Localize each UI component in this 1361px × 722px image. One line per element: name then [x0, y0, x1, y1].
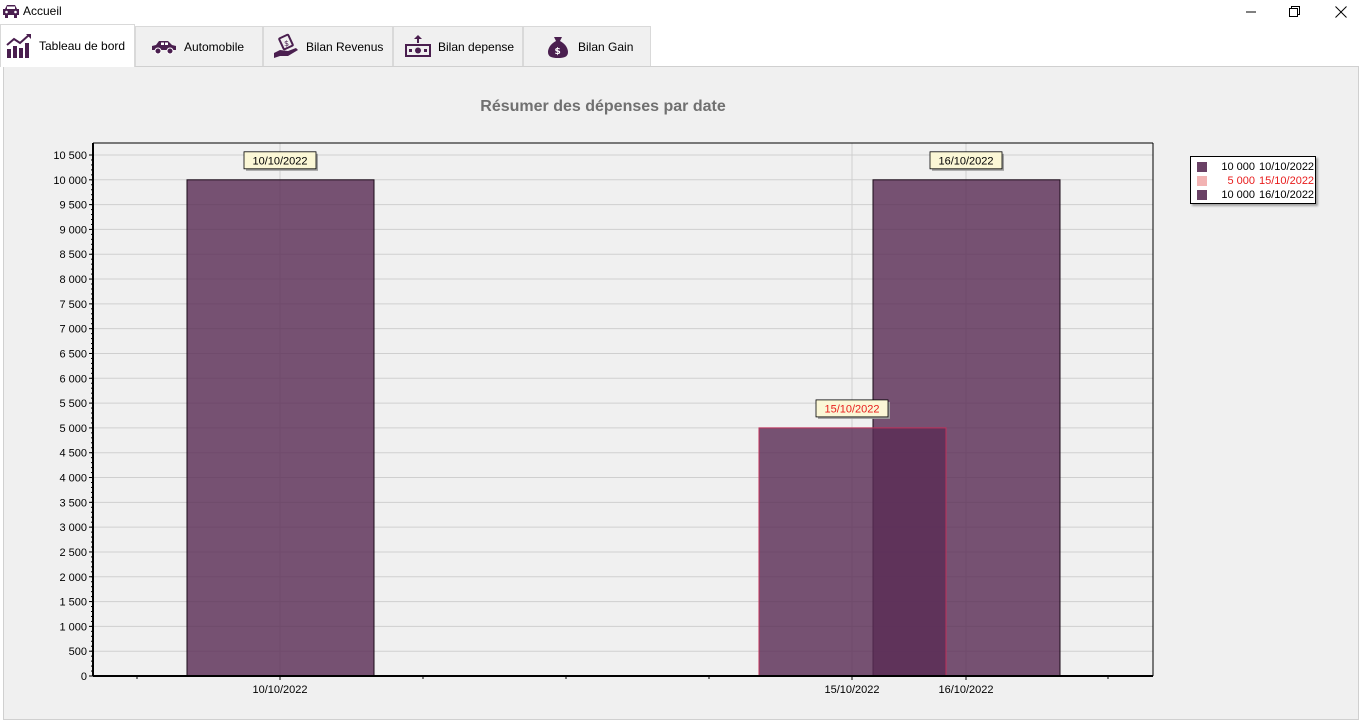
x-tick-label: 16/10/2022 — [938, 684, 993, 696]
y-tick-label: 0 — [81, 671, 87, 683]
legend-item: 10 000 10/10/2022 — [1197, 160, 1314, 174]
svg-text:$: $ — [555, 47, 561, 57]
car-icon — [150, 33, 178, 61]
data-label-box — [929, 151, 1003, 170]
y-tick-label: 10 000 — [53, 175, 87, 187]
car-front-icon — [2, 3, 20, 20]
y-tick-label: 4 500 — [59, 448, 87, 460]
tab-label: Tableau de bord — [39, 39, 126, 53]
tab-bilan-depense[interactable]: Bilan depense — [393, 26, 523, 66]
y-tick-label: 9 000 — [59, 224, 87, 236]
cash-out-icon — [404, 33, 432, 61]
tab-tableau-de-bord[interactable]: Tableau de bord — [0, 24, 135, 67]
legend-swatch — [1197, 176, 1207, 186]
legend-value: 5 000 — [1227, 175, 1255, 187]
data-label: 15/10/2022 — [824, 403, 879, 415]
close-button[interactable] — [1318, 0, 1361, 24]
y-tick-label: 6 500 — [59, 348, 87, 360]
tab-bilan-revenus[interactable]: $ Bilan Revenus — [263, 26, 393, 66]
tab-label: Bilan depense — [438, 39, 515, 54]
y-tick-label: 3 000 — [59, 522, 87, 534]
tab-automobile[interactable]: Automobile — [135, 26, 263, 66]
tab-bilan-gain[interactable]: $ Bilan Gain — [523, 26, 651, 66]
minimize-button[interactable] — [1228, 0, 1274, 24]
x-tick-label: 15/10/2022 — [824, 684, 879, 696]
window-titlebar: Accueil — [0, 0, 1361, 24]
chart-title: Résumer des dépenses par date — [480, 98, 726, 115]
restore-button[interactable] — [1272, 0, 1318, 24]
x-tick-label: 10/10/2022 — [252, 684, 307, 696]
y-tick-label: 1 000 — [59, 621, 87, 633]
tab-label: Automobile — [184, 39, 245, 54]
y-tick-label: 2 500 — [59, 547, 87, 559]
legend-label: 16/10/2022 — [1259, 189, 1315, 201]
bar-10-10-2022 — [186, 179, 375, 677]
y-tick-label: 7 000 — [59, 324, 87, 336]
money-bag-icon: $ — [544, 33, 572, 61]
y-tick-label: 3 500 — [59, 497, 87, 509]
y-tick-label: 10 500 — [53, 150, 87, 162]
data-label: 10/10/2022 — [252, 155, 307, 167]
legend-value: 10 000 — [1221, 161, 1255, 173]
y-tick-label: 7 500 — [59, 299, 87, 311]
y-tick-label: 9 500 — [59, 200, 87, 212]
legend-item: 5 000 15/10/2022 — [1197, 174, 1314, 188]
legend-value: 10 000 — [1221, 189, 1255, 201]
hand-money-icon: $ — [272, 33, 300, 61]
data-label-box — [815, 399, 889, 418]
legend-label: 10/10/2022 — [1259, 161, 1315, 173]
window-title: Accueil — [23, 4, 62, 18]
legend-label: 15/10/2022 — [1259, 175, 1315, 187]
tab-bar: Tableau de bord Automobile $ Bilan Reven… — [0, 24, 1361, 67]
tab-label: Bilan Gain — [578, 39, 634, 54]
chart-legend: 10 000 10/10/2022 5 000 15/10/2022 10 000 16/… — [1190, 156, 1316, 204]
svg-text:$: $ — [284, 39, 289, 48]
legend-swatch — [1197, 190, 1207, 200]
y-tick-label: 500 — [69, 646, 87, 658]
y-tick-label: 6 000 — [59, 373, 87, 385]
y-tick-label: 8 000 — [59, 274, 87, 286]
legend-swatch — [1197, 162, 1207, 172]
tab-label: Bilan Revenus — [306, 39, 384, 54]
close-icon — [1335, 6, 1347, 18]
data-label-box — [243, 151, 317, 170]
legend-item: 10 000 16/10/2022 — [1197, 188, 1314, 202]
minimize-icon — [1246, 11, 1256, 13]
y-tick-label: 5 500 — [59, 398, 87, 410]
y-tick-label: 2 000 — [59, 572, 87, 584]
restore-icon — [1289, 6, 1300, 17]
data-label: 16/10/2022 — [938, 155, 993, 167]
y-tick-label: 5 000 — [59, 423, 87, 435]
y-tick-label: 1 500 — [59, 597, 87, 609]
chart-growth-icon — [5, 32, 33, 60]
bar-15-10-2022 — [758, 427, 947, 677]
y-tick-label: 8 500 — [59, 249, 87, 261]
y-tick-label: 4 000 — [59, 473, 87, 485]
